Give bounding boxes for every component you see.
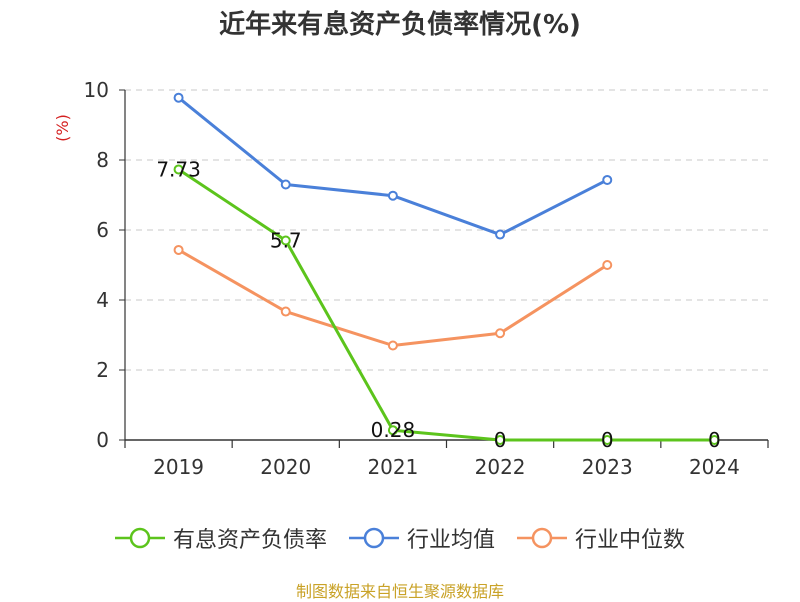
legend-swatch — [348, 527, 399, 549]
y-tick-label: 0 — [96, 428, 109, 452]
y-axis-label: (%) — [53, 114, 72, 142]
x-tick-label: 2020 — [260, 455, 311, 479]
series-point — [495, 435, 506, 445]
x-tick-label: 2019 — [153, 455, 204, 479]
line-chart: 0 2 4 6 8 10 2019 2020 2021 2022 2023 2024 (%) 7.73 5… — [53, 78, 769, 479]
series-point — [495, 328, 506, 339]
series-point — [387, 425, 398, 436]
series-point — [495, 229, 506, 240]
chart-title: 近年来有息资产负债率情况(%) — [219, 10, 581, 40]
series-point — [602, 174, 613, 185]
axes: 0 2 4 6 8 10 2019 2020 2021 2022 2023 2024 (%) — [53, 78, 769, 479]
series-point — [602, 260, 613, 270]
data-label: 0 — [708, 428, 721, 452]
series-point — [173, 244, 184, 255]
x-tick-label: 2021 — [367, 455, 418, 479]
legend-item[interactable]: 行业中位数 — [517, 522, 685, 554]
series-point — [387, 190, 398, 201]
data-labels: 7.73 5.7 0.28 0 0 0 — [156, 157, 720, 452]
series-line — [177, 248, 609, 347]
y-tick-label: 10 — [84, 78, 109, 102]
series — [173, 92, 720, 445]
legend-label: 行业中位数 — [575, 528, 686, 553]
source-note: 制图数据来自恒生聚源数据库 — [295, 582, 504, 601]
series-point — [387, 340, 398, 351]
series-point — [173, 92, 184, 103]
series-line — [177, 168, 715, 442]
legend-swatch — [517, 527, 567, 549]
data-label: 0 — [494, 428, 507, 452]
data-label: 0 — [601, 428, 614, 452]
gridlines — [125, 89, 768, 371]
series-point — [709, 435, 720, 445]
data-label: 5.7 — [270, 229, 302, 253]
legend-label: 有息资产负债率 — [172, 528, 327, 553]
legend-label: 行业均值 — [406, 528, 495, 553]
legend-swatch-marker — [363, 527, 385, 549]
y-tick-label: 6 — [96, 218, 109, 242]
legend-item[interactable]: 有息资产负债率 — [114, 522, 327, 554]
legend-swatch — [114, 527, 165, 549]
x-tick-label: 2022 — [475, 455, 526, 479]
y-tick-label: 4 — [96, 288, 109, 312]
data-label: 0.28 — [371, 418, 416, 442]
data-label: 7.73 — [156, 157, 201, 181]
series-point — [602, 435, 613, 445]
x-tick-label: 2024 — [689, 455, 740, 479]
legend-item[interactable]: 行业均值 — [348, 522, 495, 554]
y-tick-label: 8 — [96, 148, 109, 172]
legend-swatch-marker — [129, 527, 151, 549]
series-point — [280, 306, 291, 317]
legend: 有息资产负债率 行业均值 行业中位数 — [0, 520, 800, 556]
y-tick-label: 2 — [96, 358, 109, 382]
x-tick-label: 2023 — [582, 455, 633, 479]
series-line — [177, 96, 608, 237]
legend-swatch-marker — [531, 527, 553, 549]
series-point — [280, 179, 291, 190]
series-point — [173, 164, 184, 175]
series-point — [280, 235, 291, 246]
